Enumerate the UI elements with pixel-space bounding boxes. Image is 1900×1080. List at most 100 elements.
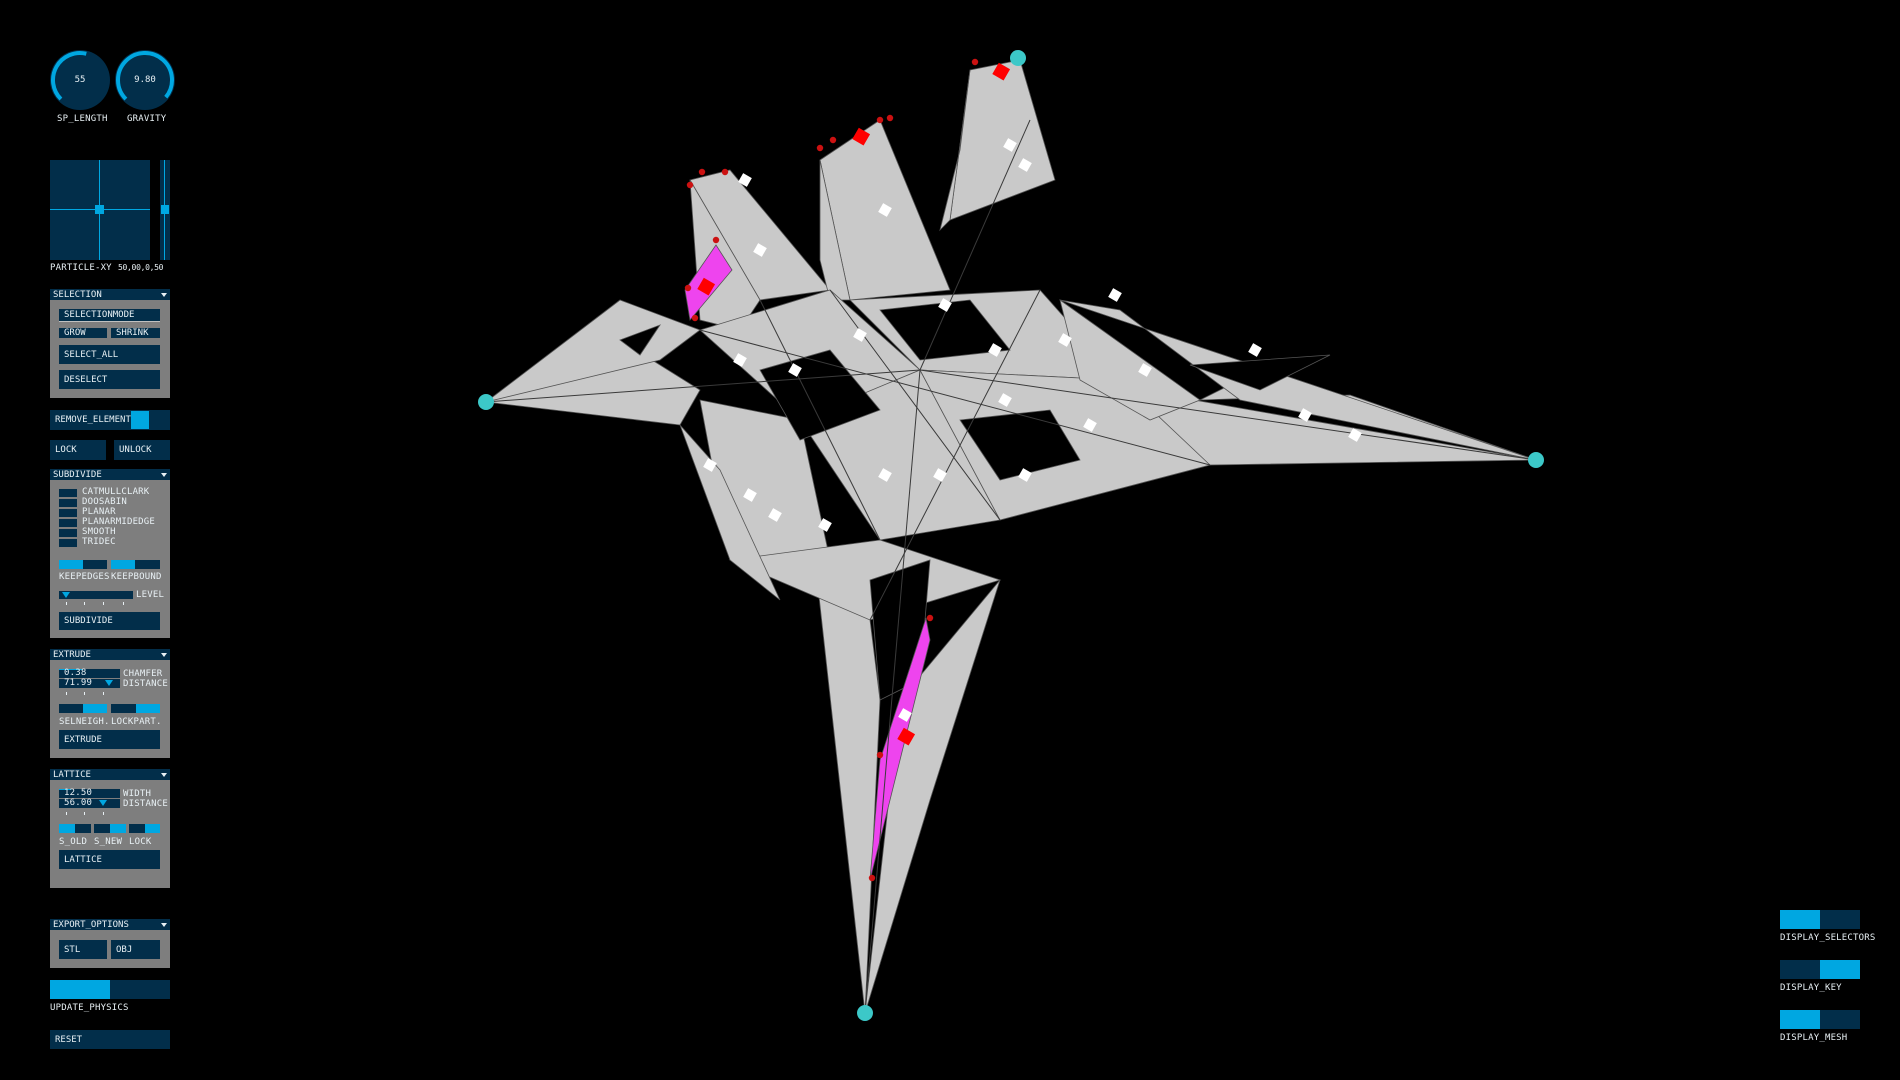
particle-xy-handle[interactable] (95, 205, 104, 214)
selected-vertex[interactable] (829, 136, 837, 144)
lattice-title: LATTICE (53, 769, 91, 780)
deselect-button[interactable]: DESELECT (59, 370, 160, 389)
shrink-button[interactable]: SHRINK (111, 328, 160, 338)
mesh-face[interactable] (1059, 299, 1537, 461)
mesh-face[interactable] (728, 539, 1002, 621)
mesh-face[interactable] (679, 424, 781, 601)
sp-length-knob-arc (51, 51, 87, 101)
reset-button[interactable]: RESET (50, 1030, 170, 1049)
selected-vertex[interactable] (868, 874, 876, 882)
anchor-vertex[interactable] (1528, 452, 1544, 468)
particle-xy-pad[interactable] (50, 160, 150, 260)
lattice-width-slider[interactable]: 12.50 (59, 788, 120, 798)
lattice-hole[interactable] (879, 299, 1011, 361)
lattice-hole[interactable] (959, 409, 1081, 481)
remove-element-toggle[interactable]: REMOVE_ELEMENT (50, 410, 170, 430)
chamfer-fill (59, 669, 83, 670)
mesh-edge (485, 369, 921, 403)
keepedges-toggle[interactable] (59, 560, 107, 569)
selected-vertex[interactable] (691, 314, 699, 322)
mesh-face[interactable] (814, 558, 881, 1014)
face-normal-marker (753, 243, 767, 257)
anchor-vertex[interactable] (857, 1005, 873, 1021)
mesh-face[interactable] (1059, 299, 1201, 421)
particle-z-slider[interactable] (160, 160, 170, 260)
face-normal-marker (1348, 428, 1362, 442)
chamfer-slider[interactable]: 0.38 (59, 668, 120, 678)
particle-z-handle[interactable] (161, 205, 169, 214)
radio-box (59, 529, 77, 537)
lattice-tick (84, 812, 85, 815)
selected-vertex[interactable] (698, 168, 706, 176)
selected-vertex[interactable] (926, 614, 934, 622)
display-mesh-toggle[interactable] (1780, 1010, 1860, 1029)
selected-vertex[interactable] (971, 58, 979, 66)
display-key-toggle[interactable] (1780, 960, 1860, 979)
selected-vertex[interactable] (686, 181, 694, 189)
selected-marker (897, 727, 916, 746)
level-handle[interactable] (62, 592, 70, 598)
export-header[interactable]: EXPORT_OPTIONS (50, 919, 170, 930)
lattice-distance-label: DISTANCE (123, 799, 168, 809)
selected-vertex[interactable] (876, 116, 884, 124)
subdivide-header[interactable]: SUBDIVIDE (50, 469, 170, 480)
lattice-hole[interactable] (619, 324, 662, 356)
keepbound-toggle[interactable] (111, 560, 160, 569)
gravity-knob[interactable]: 9.80 (115, 50, 175, 110)
mesh-edge (759, 299, 881, 541)
selneigh-toggle[interactable] (59, 704, 107, 713)
lattice-button[interactable]: LATTICE (59, 850, 160, 869)
mesh-face-normals (697, 62, 1362, 746)
update-physics-toggle[interactable] (50, 980, 170, 999)
lattice-distance-handle[interactable] (99, 800, 107, 806)
lattice-header[interactable]: LATTICE (50, 769, 170, 780)
display-selectors-toggle[interactable] (1780, 910, 1860, 929)
extrude-button[interactable]: EXTRUDE (59, 730, 160, 749)
display-mesh-on (1780, 1010, 1820, 1029)
selected-vertex[interactable] (721, 168, 729, 176)
selneigh-on (83, 704, 107, 713)
keepedges-on (59, 560, 83, 569)
display-selectors-label: DISPLAY_SELECTORS (1780, 933, 1876, 943)
lattice-tick (66, 812, 67, 815)
lattice-distance-value: 56.00 (64, 798, 93, 808)
subdivide-button[interactable]: SUBDIVIDE (59, 612, 160, 630)
s-new-toggle[interactable] (94, 824, 126, 833)
selected-vertex[interactable] (886, 114, 894, 122)
particle-xy-label: PARTICLE-XY (50, 263, 112, 273)
s-old-on (59, 824, 75, 833)
level-slider[interactable] (59, 591, 133, 599)
extrude-distance-slider[interactable]: 71.99 (59, 678, 120, 688)
selected-vertex[interactable] (684, 284, 692, 292)
extrude-distance-handle[interactable] (105, 680, 113, 686)
lock-button[interactable]: LOCK (50, 440, 106, 460)
selection-mode-dropdown[interactable]: SELECTIONMODE (59, 309, 160, 322)
unlock-button[interactable]: UNLOCK (114, 440, 170, 460)
select-all-button[interactable]: SELECT_ALL (59, 345, 160, 364)
lattice-lock-label: LOCK (129, 837, 152, 847)
extrude-header[interactable]: EXTRUDE (50, 649, 170, 660)
sp-length-knob[interactable]: 55 (50, 50, 110, 110)
keepbound-on (111, 560, 135, 569)
mesh-face[interactable] (949, 59, 1056, 221)
lattice-distance-slider[interactable]: 56.00 (59, 798, 120, 808)
lattice-hole[interactable] (1189, 354, 1331, 391)
s-old-toggle[interactable] (59, 824, 91, 833)
export-stl-button[interactable]: STL (59, 940, 107, 959)
particle-xy-value: 50,00,0,50 (118, 263, 164, 272)
mesh-face[interactable] (939, 69, 971, 232)
distance-tick (84, 692, 85, 695)
selected-vertex[interactable] (712, 236, 720, 244)
export-obj-button[interactable]: OBJ (111, 940, 160, 959)
selected-vertex[interactable] (816, 144, 824, 152)
anchor-vertex[interactable] (1010, 50, 1026, 66)
grow-button[interactable]: GROW (59, 328, 107, 338)
lattice-lock-toggle[interactable] (129, 824, 160, 833)
lockpart-toggle[interactable] (111, 704, 160, 713)
selected-vertex[interactable] (876, 751, 884, 759)
selection-header[interactable]: SELECTION (50, 289, 170, 300)
mesh-edges (485, 119, 1537, 1014)
remove-element-indicator (131, 411, 149, 429)
anchor-vertex[interactable] (478, 394, 494, 410)
